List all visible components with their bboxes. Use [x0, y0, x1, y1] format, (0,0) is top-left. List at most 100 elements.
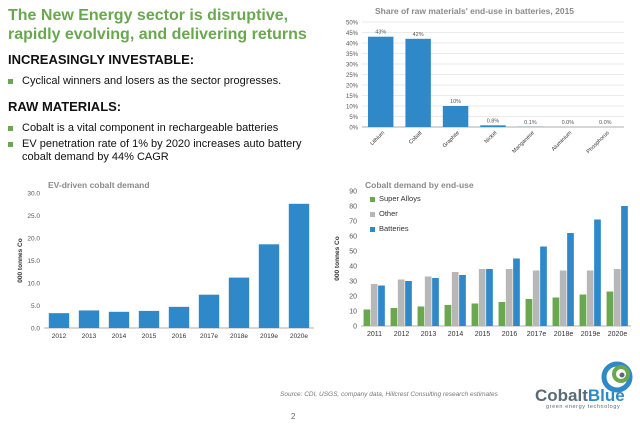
x-tick-label: 2020e	[608, 331, 628, 338]
bar-super-alloys	[363, 309, 371, 326]
bar-super-alloys	[417, 306, 425, 326]
bar-super-alloys	[552, 297, 560, 326]
x-tick-label: 2015	[475, 331, 491, 338]
bullet-square-icon	[8, 79, 13, 84]
bullet-square-icon	[8, 142, 13, 147]
y-tick-label: 30.0	[27, 191, 40, 198]
x-tick-label: 2013	[421, 331, 437, 338]
legend-label: Other	[379, 209, 398, 218]
legend-swatch	[370, 226, 375, 232]
y-tick-label: 50%	[346, 21, 359, 27]
data-label: 43%	[375, 30, 386, 36]
y-tick-label: 60	[349, 234, 357, 241]
y-tick-label: 40	[349, 264, 357, 271]
bar-other	[370, 284, 378, 326]
x-tick-label: 2015	[142, 333, 157, 340]
x-tick-label: 2016	[172, 333, 187, 340]
x-tick-label: 2011	[367, 331, 382, 338]
y-tick-label: 10%	[346, 105, 359, 111]
legend-swatch	[370, 196, 375, 202]
y-tick-label: 0.0	[31, 326, 40, 333]
bar-other	[505, 269, 513, 326]
bar	[108, 311, 130, 328]
x-tick-label: Aluminium	[551, 130, 574, 153]
bar-batteries	[540, 246, 547, 326]
x-tick-label: 2016	[502, 331, 518, 338]
bullet-square-icon	[8, 126, 13, 131]
logo-name-part1: Cobalt	[535, 386, 588, 405]
data-label: 42%	[413, 32, 424, 38]
legend-label: Batteries	[379, 224, 409, 233]
slide-title: The New Energy sector is disruptive, rap…	[8, 7, 307, 43]
raw-chart-title: Share of raw materials' end-use in batte…	[375, 6, 575, 16]
logo-name-part2: Blue	[587, 386, 625, 405]
y-tick-label: 15.0	[27, 258, 40, 265]
y-tick-label: 20	[349, 294, 357, 301]
y-tick-label: 20.0	[27, 236, 40, 243]
bar	[480, 125, 506, 127]
y-tick-label: 90	[349, 189, 357, 196]
y-tick-label: 25.0	[27, 213, 40, 220]
bar-super-alloys	[525, 299, 533, 326]
data-label: 0.1%	[524, 120, 537, 126]
bar-other	[478, 269, 486, 326]
bar-batteries	[594, 219, 601, 326]
ev-chart-title: EV-driven cobalt demand	[48, 180, 150, 190]
bar-other	[559, 270, 567, 326]
page-number: 2	[291, 412, 296, 421]
x-tick-label: 2017e	[200, 333, 218, 340]
y-axis-label: 000 tonnes Co	[17, 238, 24, 282]
x-tick-label: Phosphorus	[586, 130, 611, 155]
y-tick-label: 80	[349, 204, 357, 211]
bar	[78, 310, 100, 328]
y-tick-label: 70	[349, 219, 357, 226]
enduse-chart: Cobalt demand by end-use Super Alloys Ot…	[325, 172, 637, 347]
y-tick-label: 20%	[346, 84, 359, 90]
legend-item-other: Other	[370, 209, 398, 218]
y-tick-label: 5%	[349, 115, 358, 121]
data-label: 10%	[450, 99, 461, 105]
source-note: Source: CDI, USGS, company data, Hillcre…	[280, 391, 498, 398]
x-tick-label: 2017e	[527, 331, 547, 338]
bar	[258, 244, 280, 328]
legend-label: Super Alloys	[379, 194, 421, 203]
y-axis-label: 000 tonnes Co	[334, 236, 341, 280]
y-tick-label: 10	[349, 309, 357, 316]
bar-batteries	[513, 258, 520, 326]
bar	[442, 106, 469, 127]
logo-wordmark: CobaltBlue	[535, 386, 625, 406]
bar-batteries	[378, 285, 385, 326]
legend-item-super-alloys: Super Alloys	[370, 194, 421, 203]
bullet-item: Cobalt is a vital component in rechargea…	[8, 122, 313, 135]
bar-batteries	[459, 275, 466, 326]
y-tick-label: 30	[349, 279, 357, 286]
bar-batteries	[432, 278, 439, 326]
raw-materials-chart: Share of raw materials' end-use in batte…	[330, 2, 630, 162]
bar-super-alloys	[471, 303, 479, 326]
section-heading-investable: INCREASINGLY INVESTABLE:	[8, 52, 195, 67]
y-tick-label: 0	[353, 324, 357, 331]
section-heading-raw-materials: RAW MATERIALS:	[8, 99, 122, 114]
bullet-text: Cyclical winners and losers as the secto…	[22, 75, 282, 87]
bar-super-alloys	[390, 308, 398, 326]
bar-other	[586, 270, 594, 326]
x-tick-label: 2019e	[260, 333, 278, 340]
x-tick-label: 2014	[112, 333, 127, 340]
y-tick-label: 15%	[346, 94, 359, 100]
x-tick-label: Nickel	[484, 130, 499, 145]
bar	[168, 306, 190, 328]
y-tick-label: 45%	[346, 31, 359, 37]
bar-other	[451, 272, 459, 326]
bar-other	[424, 276, 432, 326]
bar-other	[613, 269, 621, 326]
bar	[48, 313, 70, 328]
bullet-item: Cyclical winners and losers as the secto…	[8, 75, 313, 88]
cobalt-blue-logo-icon	[601, 361, 633, 393]
bar-super-alloys	[606, 291, 614, 326]
x-tick-label: 2012	[394, 331, 410, 338]
ev-chart-svg: 0.0 5.0 10.0 15.0 20.0 25.0 30.0 000 tonnes Co 2…	[17, 191, 314, 340]
legend-item-batteries: Batteries	[370, 224, 409, 233]
y-tick-label: 40%	[346, 42, 359, 48]
bar-super-alloys	[444, 305, 452, 326]
bar-batteries	[405, 281, 412, 326]
